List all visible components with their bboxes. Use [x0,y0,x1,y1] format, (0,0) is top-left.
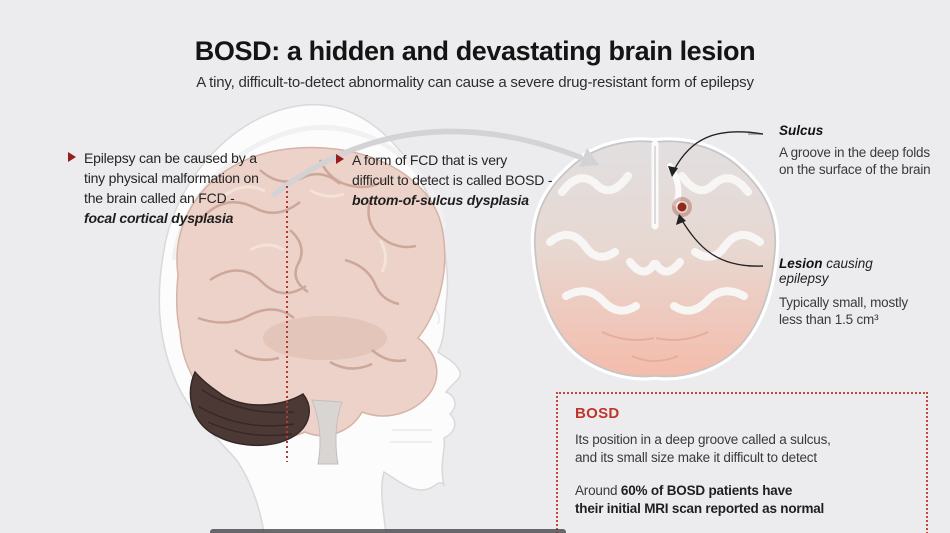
fact-line: Epilepsy can be caused by a [84,150,257,166]
annotation-term-rest: causing epilepsy [779,256,873,286]
bosd-text-bold: their initial MRI scan reported as norma… [575,501,825,516]
fact-line: A form of FCD that is very [352,152,508,168]
bosd-text-line: and its small size make it difficult to … [575,450,817,465]
bosd-text-line: Around 60% of BOSD patients have [575,482,910,500]
bullet-triangle-icon [68,152,76,162]
fact-line: tiny physical malformation on [84,170,259,186]
bosd-text-regular: Around [575,483,621,498]
lesion-dot [677,202,687,212]
bosd-paragraph-position: Its position in a deep groove called a s… [575,431,910,467]
fact-line: difficult to detect is called BOSD - [352,172,553,188]
flow-arrow-icon [270,128,583,199]
dotted-divider-line [286,186,288,462]
brain-gyri-lines [197,159,417,370]
page-title: BOSD: a hidden and devastating brain les… [194,36,756,66]
fact-block-bosd: A form of FCD that is very difficult to … [336,150,607,210]
brain-highlight-lines [224,185,387,273]
brainstem [311,399,343,465]
footer-bar-fragment [210,529,566,533]
lesion-halo [672,197,692,217]
annotation-sulcus: Sulcus A groove in the deep folds on the… [779,123,939,178]
lesion-pointer-arrow-icon [680,218,764,267]
head-brain-illustration [158,103,462,533]
coronal-fold-lines [546,172,764,315]
annotation-term-bold: Lesion [779,256,823,271]
coronal-section-shape [533,140,777,378]
annotation-lesion: Lesion causing epilepsy Typically small,… [779,256,909,328]
annotation-description: Typically small, mostly less than 1.5 cm… [779,295,908,327]
page-subtitle: A tiny, difficult-to-detect abnormality … [196,74,754,91]
lesion-arrowhead [676,214,686,225]
fact-emphasis: bottom-of-sulcus dysplasia [352,192,529,208]
fact-emphasis: focal cortical dysplasia [84,210,234,226]
cerebellum-striations [197,389,295,437]
sylvian-shading [263,316,387,360]
annotation-description: A groove in the deep folds on the surfac… [779,145,931,177]
bosd-text-line: their initial MRI scan reported as norma… [575,500,910,518]
annotation-term: Lesion causing epilepsy [779,256,909,286]
bosd-text-line: Its position in a deep groove called a s… [575,432,831,447]
flow-arrowhead [579,148,599,167]
sulcus-arrowhead [668,166,678,177]
coronal-lower-lines [601,331,709,362]
fact-line: the brain called an FCD - [84,190,235,206]
bosd-paragraph-mri: Around 60% of BOSD patients have their i… [575,482,910,518]
annotation-term: Sulcus [779,123,824,138]
sulcus-pointer-arrow-icon [673,131,764,171]
bullet-triangle-icon [336,154,344,164]
bosd-info-box: BOSD Its position in a deep groove calle… [556,392,928,533]
bosd-text-bold: 60% of BOSD patients have [620,483,793,498]
fact-block-fcd: Epilepsy can be caused by a tiny physica… [68,148,309,228]
bosd-box-heading: BOSD [575,405,620,422]
coronal-brain-illustration [530,137,780,381]
